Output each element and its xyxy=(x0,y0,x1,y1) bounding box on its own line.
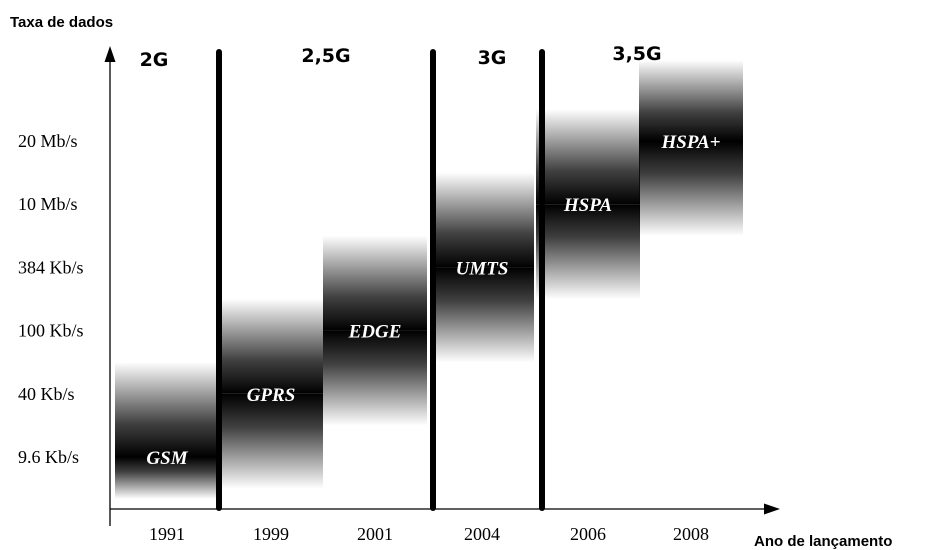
x-axis-arrow xyxy=(764,503,780,515)
y-tick-label: 20 Mb/s xyxy=(18,131,78,151)
band-edge: EDGE xyxy=(323,235,427,426)
generation-label: 3G xyxy=(478,47,507,69)
band-fill-bottom xyxy=(430,267,534,363)
band-fill-top xyxy=(430,172,534,268)
y-tick-label: 384 Kb/s xyxy=(18,257,84,277)
y-tick-label: 9.6 Kb/s xyxy=(18,447,79,467)
generation-label: 2,5G xyxy=(301,45,350,67)
band-fill-bottom xyxy=(536,204,640,300)
band-label: UMTS xyxy=(456,258,509,279)
band-gsm: GSM xyxy=(115,362,219,499)
x-axis-title: Ano de lançamento xyxy=(754,533,892,550)
band-label: HSPA xyxy=(563,195,612,216)
band-fill-top xyxy=(536,109,640,205)
band-fill-bottom xyxy=(639,141,743,236)
band-fill-top xyxy=(639,60,743,141)
band-label: EDGE xyxy=(348,322,402,343)
x-tick-label: 1999 xyxy=(253,524,289,544)
band-fill-bottom xyxy=(323,330,427,426)
band-fill-bottom xyxy=(115,457,219,499)
band-fill-top xyxy=(323,235,427,331)
band-hspa-plus: HSPA+ xyxy=(639,60,743,236)
band-label: HSPA+ xyxy=(660,132,720,153)
y-axis-arrow xyxy=(104,46,116,62)
generation-label: 2G xyxy=(140,49,169,71)
axes-layer xyxy=(104,46,780,526)
generation-label: 3,5G xyxy=(612,43,661,65)
band-fill-top xyxy=(219,298,323,394)
generation-labels-layer: 2G 2,5G 3G 3,5G xyxy=(140,43,662,71)
band-label: GPRS xyxy=(247,385,296,406)
ticks-layer: 9.6 Kb/s 40 Kb/s 100 Kb/s 384 Kb/s 10 Mb/s 20… xyxy=(18,131,709,544)
band-umts: UMTS xyxy=(430,172,534,363)
band-hspa: HSPA xyxy=(536,109,640,300)
y-tick-label: 10 Mb/s xyxy=(18,194,78,214)
dividers-layer xyxy=(216,49,545,511)
x-tick-label: 2001 xyxy=(357,524,393,544)
x-tick-label: 2004 xyxy=(464,524,500,544)
band-fill-bottom xyxy=(219,393,323,489)
y-axis-title: Taxa de dados xyxy=(10,14,113,31)
x-tick-label: 1991 xyxy=(149,524,185,544)
bands-layer: GSM GPRS EDGE UMTS HSPA HSPA+ xyxy=(115,60,743,499)
y-tick-label: 40 Kb/s xyxy=(18,384,75,404)
x-tick-label: 2008 xyxy=(673,524,709,544)
y-tick-label: 100 Kb/s xyxy=(18,321,84,341)
band-label: GSM xyxy=(146,448,188,469)
x-tick-label: 2006 xyxy=(570,524,606,544)
band-fill-top xyxy=(115,362,219,457)
band-gprs: GPRS xyxy=(219,298,323,489)
